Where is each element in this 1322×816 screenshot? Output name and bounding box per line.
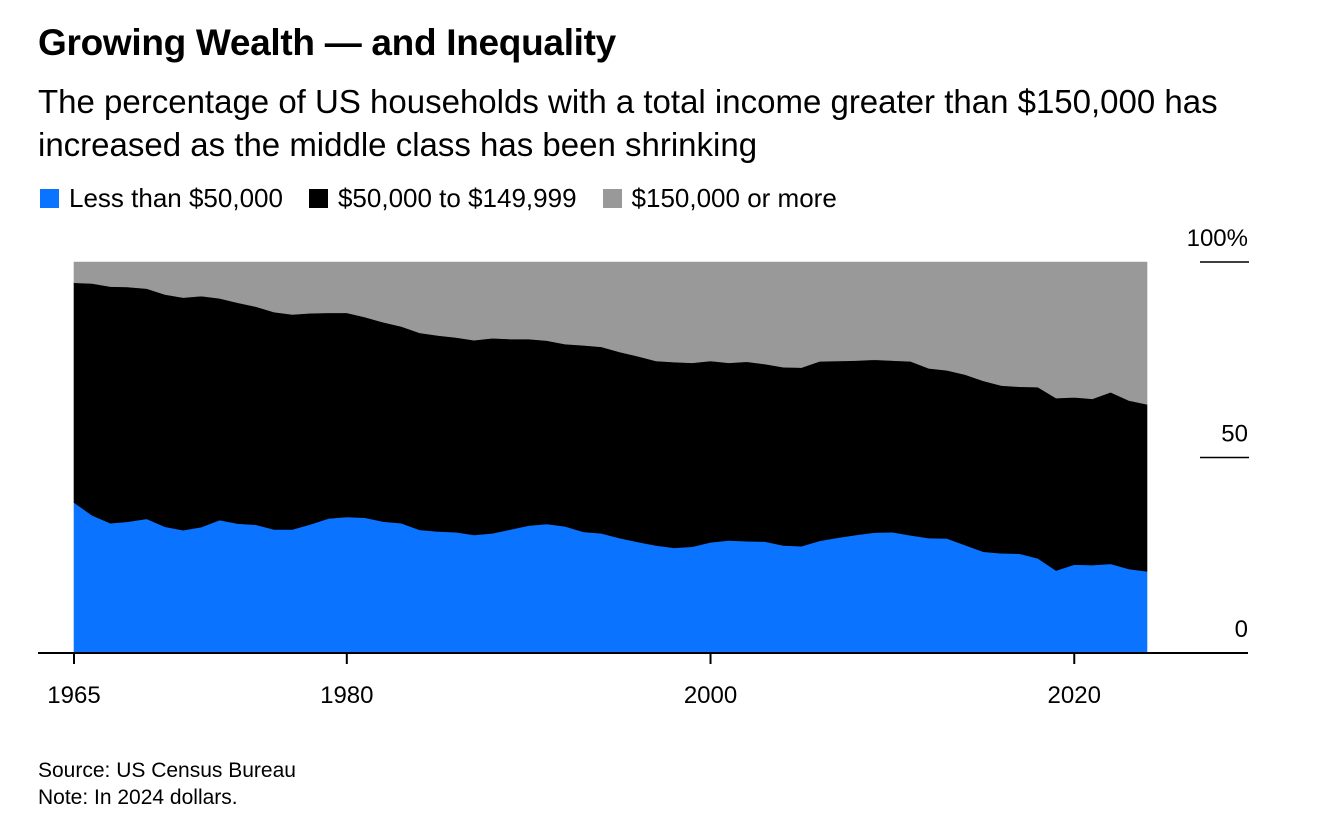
- area-series-group: [73, 261, 1148, 654]
- x-tick-label-2020: 2020: [1048, 682, 1101, 709]
- legend-item-under-50k: Less than $50,000: [40, 183, 283, 214]
- legend-label-50k-to-150k: $50,000 to $149,999: [337, 183, 577, 213]
- y-tick-label-100: 100%: [1187, 225, 1248, 252]
- legend-swatch-150k-plus: [602, 189, 622, 208]
- x-tick-label-1965: 1965: [47, 682, 100, 709]
- legend-item-50k-to-150k: $50,000 to $149,999: [308, 183, 577, 214]
- chart-legend: Less than $50,000 $50,000 to $149,999 $1…: [40, 183, 863, 214]
- legend-label-150k-plus: $150,000 or more: [631, 183, 837, 213]
- x-tick-label-2000: 2000: [684, 682, 737, 709]
- legend-label-under-50k: Less than $50,000: [69, 183, 283, 213]
- chart-title: Growing Wealth — and Inequality: [38, 22, 616, 63]
- chart-subtitle: The percentage of US households with a t…: [38, 83, 1218, 163]
- source-note: Source: US Census Bureau: [38, 759, 296, 782]
- x-axis: 1965 1980 2000 2020: [38, 652, 1248, 709]
- chart-footer: Source: US Census Bureau Note: In 2024 d…: [38, 757, 296, 811]
- legend-swatch-under-50k: [40, 189, 59, 208]
- y-tick-label-0: 0: [1235, 616, 1248, 643]
- x-tick-label-1980: 1980: [320, 682, 373, 709]
- units-note: Note: In 2024 dollars.: [38, 786, 238, 809]
- legend-item-150k-plus: $150,000 or more: [602, 183, 837, 214]
- legend-swatch-50k-to-150k: [308, 189, 328, 208]
- area-150-000-or-more: [73, 261, 1148, 405]
- y-tick-label-50: 50: [1221, 421, 1248, 448]
- y-axis: 0 50 100%: [1187, 225, 1249, 643]
